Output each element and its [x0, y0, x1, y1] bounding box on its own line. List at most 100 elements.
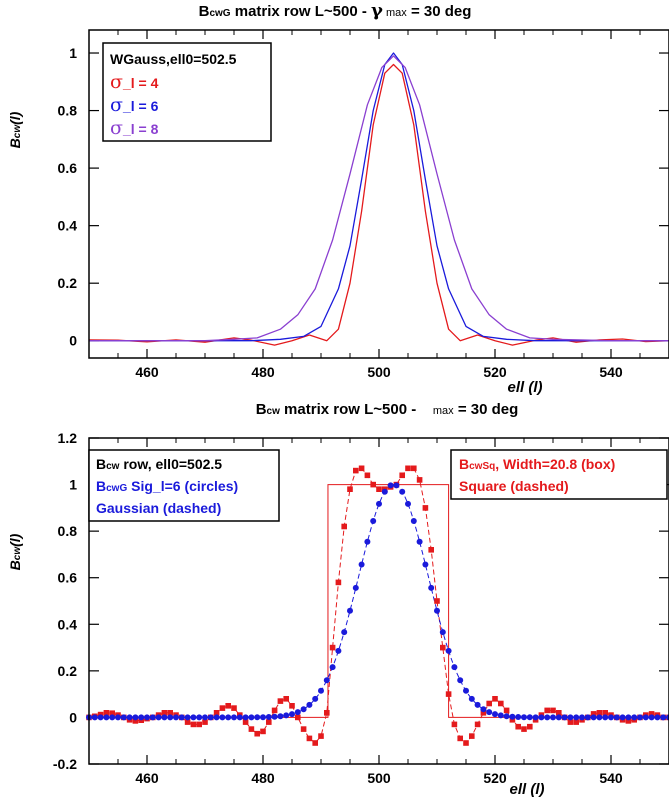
top-chart-xlabel: ell (l)	[507, 379, 542, 396]
bottom-circle-marker-528	[538, 714, 545, 721]
bottom-circle-marker-460	[144, 714, 150, 721]
top-xtick-label-520: 520	[483, 364, 507, 380]
bottom-circle-marker-529	[544, 714, 551, 721]
bottom-square-marker-472	[213, 710, 220, 716]
top-chart-title: BcwG matrix row L~500 - γ max = 30 deg	[199, 0, 472, 21]
bottom-square-marker-517	[474, 721, 481, 728]
bottom-circle-marker-491	[323, 677, 330, 684]
bottom-chart-xlabel: ell (l)	[509, 781, 544, 798]
bottom-circle-marker-492	[329, 664, 336, 671]
bottom-circle-marker-461	[149, 714, 156, 721]
bottom-circle-marker-526	[526, 714, 533, 721]
bottom-square-marker-481	[266, 719, 272, 725]
bottom-chart-legend-right: BcwSq, Width=20.8 (box) Square (dashed)	[450, 449, 668, 500]
bottom-circle-marker-484	[283, 712, 290, 719]
bottom-circle-marker-462	[155, 714, 162, 721]
bottom-square-marker-497	[358, 465, 365, 472]
bottom-square-marker-487	[300, 726, 307, 732]
bottom-square-marker-508	[422, 505, 429, 511]
bottom-circle-marker-459	[138, 714, 145, 721]
bottom-circle-marker-521	[497, 712, 504, 719]
top-ytick-label-1: 0.2	[58, 275, 78, 291]
top-legend-entry-sigma8: σ_l = 8	[110, 117, 159, 139]
bottom-square-marker-511	[440, 644, 446, 651]
top-xtick-label-500: 500	[367, 364, 391, 380]
bottom-circle-marker-497	[358, 561, 365, 568]
top-xtick-label-480: 480	[251, 364, 275, 380]
top-ytick-label-3: 0.6	[58, 160, 78, 176]
bottom-square-marker-489	[312, 740, 318, 746]
bottom-circle-marker-532	[561, 714, 568, 721]
bottom-square-marker-469	[196, 721, 202, 728]
top-legend-entry-sigma4: σ_l = 4	[110, 71, 159, 93]
bottom-circle-marker-476	[236, 714, 243, 721]
bottom-square-marker-475	[231, 705, 237, 711]
bottom-square-marker-493	[335, 579, 342, 586]
bottom-chart-frame	[88, 437, 669, 765]
top-ytick-label-4: 0.8	[58, 103, 78, 119]
bottom-chart-title: Bcw matrix row L~500 - max = 30 deg	[256, 401, 519, 418]
bottom-ytick-label-4: 0.6	[58, 570, 78, 586]
bottom-square-marker-507	[416, 477, 423, 483]
bottom-circle-marker-478	[248, 714, 255, 721]
top-chart-legend: WGauss,ell0=502.5 σ_l = 4 σ_l = 6 σ_l = …	[102, 42, 272, 142]
bottom-square-marker-533	[567, 719, 574, 725]
bottom-circle-marker-501	[381, 488, 388, 495]
bottom-square-marker-473	[219, 705, 226, 711]
bottom-square-marker-479	[254, 730, 260, 737]
bottom-square-marker-453	[103, 710, 110, 716]
bottom-circle-marker-465	[173, 714, 179, 721]
bottom-circle-marker-543	[625, 714, 632, 721]
bottom-legend-circles-label: BcwG Sig_l=6 (circles)	[96, 478, 238, 494]
bottom-square-marker-539	[602, 710, 608, 716]
bottom-square-marker-500	[376, 486, 382, 492]
bottom-square-marker-509	[428, 547, 434, 553]
bottom-circle-marker-536	[584, 714, 591, 721]
bottom-circle-marker-455	[115, 714, 121, 721]
bottom-square-marker-547	[648, 711, 655, 717]
bottom-square-marker-483	[277, 698, 284, 704]
bottom-circle-marker-475	[231, 714, 237, 721]
bottom-square-marker-499	[370, 481, 376, 488]
bottom-xtick-label-460: 460	[135, 770, 159, 786]
bottom-circle-marker-522	[503, 713, 510, 720]
bottom-circle-marker-483	[277, 713, 284, 720]
bottom-ytick-label-6: 1	[69, 477, 77, 493]
bottom-circle-marker-463	[161, 714, 168, 721]
bottom-square-marker-531	[556, 710, 562, 716]
bottom-square-marker-515	[463, 740, 469, 746]
bottom-square-marker-498	[364, 472, 371, 479]
bottom-circle-marker-502	[387, 482, 394, 489]
bottom-square-marker-504	[399, 472, 405, 479]
bottom-circle-marker-480	[260, 714, 266, 721]
bottom-square-marker-518	[480, 710, 487, 716]
top-legend-entry-sigma6: σ_l = 6	[110, 94, 159, 116]
bottom-square-marker-513	[451, 721, 458, 728]
bottom-square-marker-480	[260, 728, 266, 735]
bottom-circle-marker-495	[347, 607, 353, 614]
bottom-circle-marker-499	[370, 518, 377, 524]
bottom-circle-marker-520	[492, 711, 498, 718]
bottom-xtick-label-500: 500	[367, 770, 391, 786]
bottom-square-marker-494	[341, 523, 347, 530]
bottom-square-marker-478	[248, 726, 255, 732]
top-chart-legend-box	[102, 42, 272, 142]
bottom-circle-marker-507	[416, 538, 423, 545]
top-ytick-label-0: 0	[69, 333, 77, 349]
bottom-square-marker-488	[306, 735, 313, 742]
top-legend-header: WGauss,ell0=502.5	[110, 51, 237, 67]
top-ytick-label-5: 1	[69, 45, 77, 61]
bottom-circle-marker-454	[109, 714, 116, 721]
bottom-circle-marker-486	[294, 709, 301, 716]
bottom-xtick-label-480: 480	[251, 770, 275, 786]
bottom-square-marker-514	[457, 735, 463, 742]
bottom-square-marker-463	[161, 710, 168, 716]
bottom-square-marker-506	[411, 465, 417, 472]
bottom-square-marker-522	[503, 707, 510, 714]
bottom-square-marker-464	[167, 710, 173, 716]
bottom-circle-marker-531	[555, 714, 562, 721]
top-xtick-label-460: 460	[135, 364, 159, 380]
bottom-square-marker-538	[596, 710, 603, 716]
bottom-circle-marker-506	[410, 518, 417, 524]
bottom-legend-left-box	[88, 449, 280, 522]
